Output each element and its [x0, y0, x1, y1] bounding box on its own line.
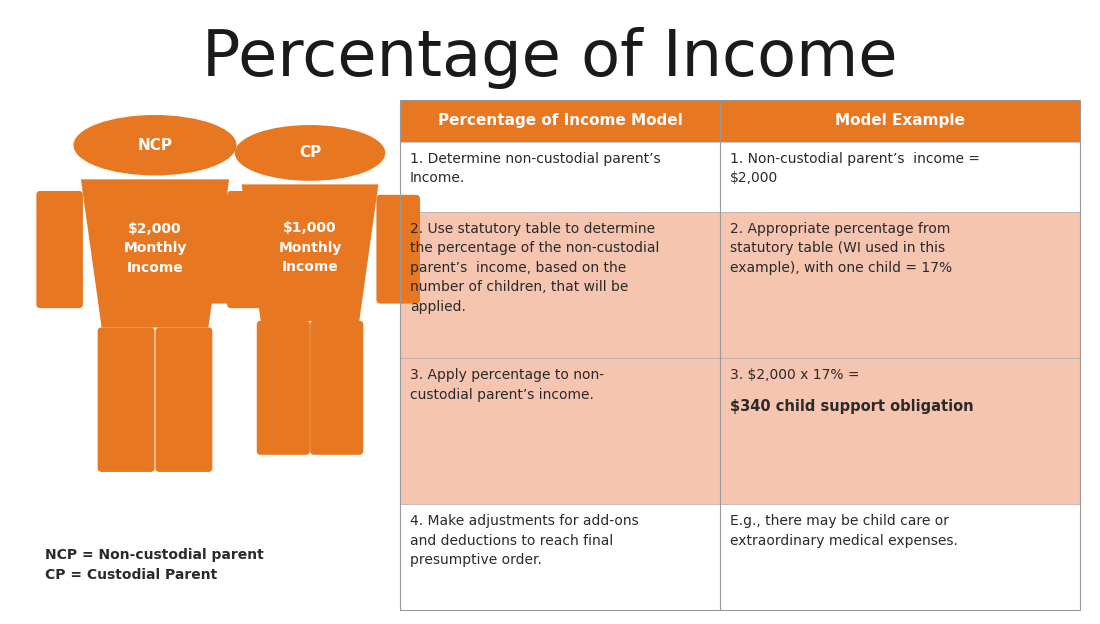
Text: 3. $2,000 x 17% =: 3. $2,000 x 17% =: [730, 368, 859, 382]
FancyBboxPatch shape: [98, 328, 155, 472]
Bar: [720, 100, 1080, 142]
Ellipse shape: [234, 125, 385, 181]
Text: CP = Custodial Parent: CP = Custodial Parent: [45, 568, 218, 582]
FancyBboxPatch shape: [227, 191, 274, 308]
Text: Model Example: Model Example: [835, 114, 965, 129]
Text: 3. Apply percentage to non-
custodial parent’s income.: 3. Apply percentage to non- custodial pa…: [410, 368, 604, 401]
Bar: [400, 100, 720, 142]
Bar: [720, 504, 1080, 610]
Bar: [720, 358, 1080, 504]
Text: 2. Appropriate percentage from
statutory table (WI used in this
example), with o: 2. Appropriate percentage from statutory…: [730, 222, 953, 275]
Bar: [400, 100, 1080, 610]
FancyBboxPatch shape: [155, 328, 212, 472]
Text: NCP = Non-custodial parent: NCP = Non-custodial parent: [45, 548, 264, 562]
Text: $1,000
Monthly
Income: $1,000 Monthly Income: [278, 222, 342, 275]
Text: E.g., there may be child care or
extraordinary medical expenses.: E.g., there may be child care or extraor…: [730, 514, 958, 548]
Text: NCP: NCP: [138, 138, 173, 153]
Bar: [400, 212, 720, 358]
Polygon shape: [81, 179, 229, 328]
Text: CP: CP: [299, 145, 321, 160]
Text: 4. Make adjustments for add-ons
and deductions to reach final
presumptive order.: 4. Make adjustments for add-ons and dedu…: [410, 514, 639, 567]
FancyBboxPatch shape: [376, 195, 420, 304]
Text: Percentage of Income: Percentage of Income: [202, 27, 898, 89]
Text: 1. Non-custodial parent’s  income =
$2,000: 1. Non-custodial parent’s income = $2,00…: [730, 152, 980, 185]
Ellipse shape: [74, 115, 236, 175]
Text: Percentage of Income Model: Percentage of Income Model: [438, 114, 682, 129]
FancyBboxPatch shape: [256, 321, 310, 455]
Bar: [720, 142, 1080, 212]
Bar: [720, 212, 1080, 358]
FancyBboxPatch shape: [310, 321, 363, 455]
FancyBboxPatch shape: [200, 195, 243, 304]
Polygon shape: [242, 185, 378, 321]
Bar: [400, 504, 720, 610]
Text: 2. Use statutory table to determine
the percentage of the non-custodial
parent’s: 2. Use statutory table to determine the …: [410, 222, 659, 314]
FancyBboxPatch shape: [36, 191, 82, 308]
Text: $340 child support obligation: $340 child support obligation: [730, 399, 974, 414]
Bar: [400, 142, 720, 212]
Text: 1. Determine non-custodial parent’s
Income.: 1. Determine non-custodial parent’s Inco…: [410, 152, 661, 185]
Bar: [400, 358, 720, 504]
Text: $2,000
Monthly
Income: $2,000 Monthly Income: [123, 222, 187, 275]
